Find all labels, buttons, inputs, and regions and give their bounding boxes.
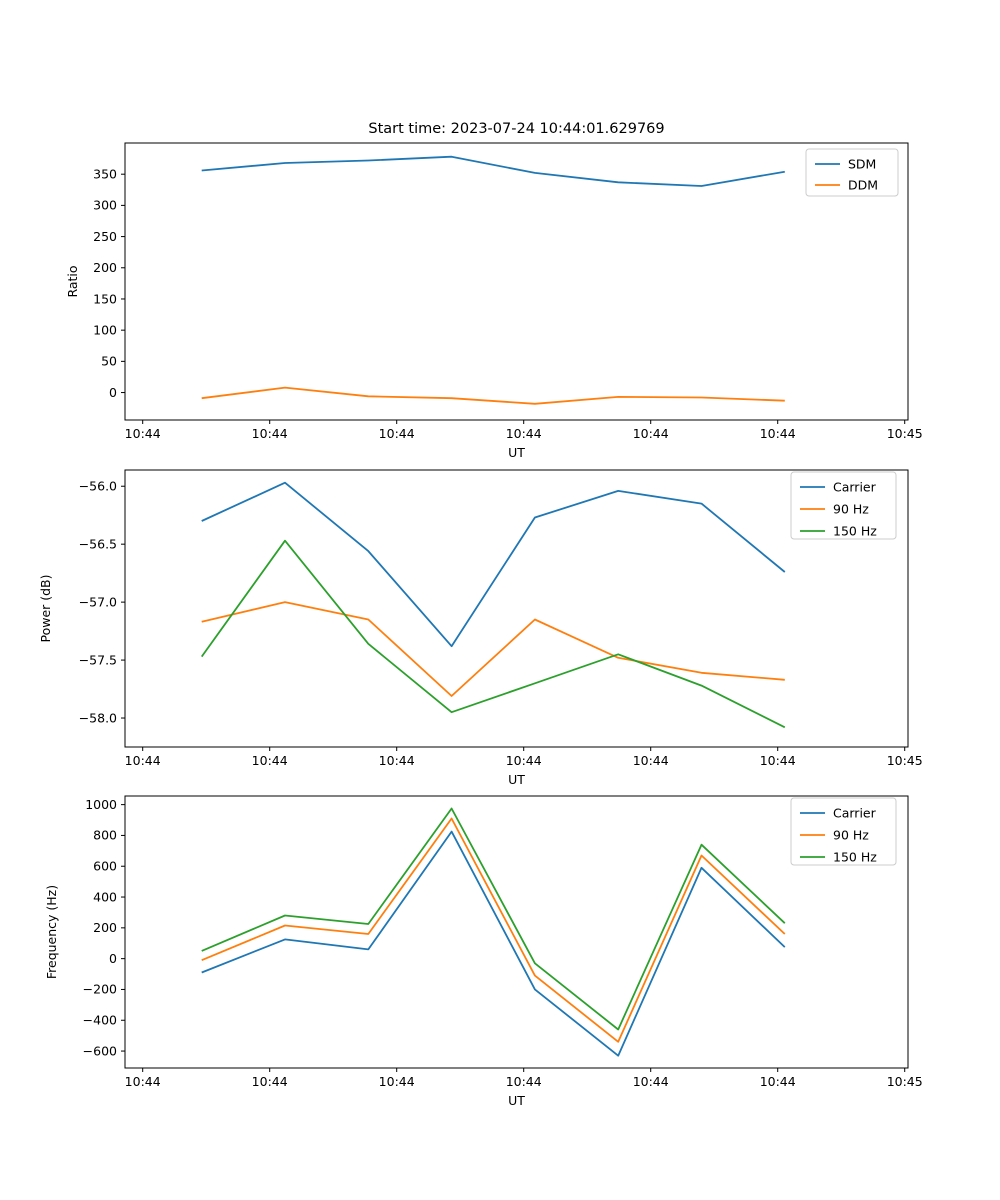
x-tick-label: 10:44	[125, 753, 161, 768]
y-tick-label: 600	[93, 859, 117, 874]
legend-label: 150 Hz	[833, 849, 877, 864]
legend: SDM DDM	[805, 148, 899, 197]
y-tick-label: 0	[109, 385, 117, 400]
y-tick-label: 50	[101, 354, 117, 369]
y-axis-label: Frequency (Hz)	[44, 885, 59, 979]
x-tick-label: 10:44	[379, 753, 415, 768]
x-tick-label: 10:44	[506, 426, 542, 441]
y-axis-label: Ratio	[65, 265, 80, 297]
x-tick-label: 10:44	[633, 426, 669, 441]
y-tick-label: 200	[93, 920, 117, 935]
x-tick-label: 10:44	[760, 1074, 796, 1089]
y-tick-label: 350	[93, 166, 117, 181]
y-tick-label: 800	[93, 828, 117, 843]
legend-label: DDM	[848, 177, 878, 192]
y-tick-label: −56.5	[79, 536, 117, 551]
y-tick-label: −58.0	[79, 710, 117, 725]
series-line-ddm	[201, 386, 785, 405]
legend-box	[790, 471, 897, 540]
y-tick-label: −400	[83, 1013, 117, 1028]
y-tick-label: −600	[83, 1043, 117, 1058]
series-line-sdm	[201, 155, 785, 187]
y-axis-label: Power (dB)	[38, 574, 53, 642]
series-line-150-hz	[201, 807, 786, 1031]
series-line-90-hz	[201, 601, 785, 697]
legend-label: 90 Hz	[833, 501, 869, 516]
legend-label: 150 Hz	[833, 523, 877, 538]
y-tick-label: −57.0	[79, 594, 117, 609]
x-tick-label: 10:45	[887, 753, 923, 768]
axes-spines	[124, 142, 909, 421]
x-axis-label: UT	[508, 1093, 525, 1108]
x-tick-label: 10:44	[379, 426, 415, 441]
legend-box	[790, 797, 897, 866]
subplot-3: −600 −400 −200 0 200 400 600 800 1000 10:44 10:44 1…	[44, 795, 923, 1108]
y-tick-label: 150	[93, 291, 117, 306]
y-tick-label: −200	[83, 982, 117, 997]
series-line-150-hz	[200, 539, 786, 729]
x-tick-label: 10:44	[506, 1074, 542, 1089]
y-tick-label: 300	[93, 198, 117, 213]
x-tick-label: 10:44	[125, 426, 161, 441]
x-tick-label: 10:44	[379, 1074, 415, 1089]
y-tick-label: −57.5	[79, 652, 117, 667]
y-tick-label: 1000	[85, 797, 117, 812]
series-line-90-hz	[201, 817, 786, 1043]
x-axis-label: UT	[508, 772, 525, 787]
figure-title: Start time: 2023-07-24 10:44:01.629769	[368, 121, 665, 137]
legend: Carrier 90 Hz 150 Hz	[790, 471, 897, 540]
y-tick-label: 0	[109, 951, 117, 966]
subplot-1: 0 50 100 150 200 250 300 350 10:44 10:44 10:44 10:4…	[65, 142, 923, 460]
y-tick-label: 100	[93, 322, 117, 337]
x-tick-label: 10:45	[887, 1074, 923, 1089]
x-tick-label: 10:45	[887, 426, 923, 441]
x-tick-label: 10:44	[252, 753, 288, 768]
x-tick-label: 10:44	[633, 753, 669, 768]
y-tick-label: 250	[93, 229, 117, 244]
x-tick-label: 10:44	[760, 426, 796, 441]
series-line-carrier	[201, 830, 786, 1057]
series-line-carrier	[201, 481, 786, 648]
x-axis-label: UT	[508, 445, 525, 460]
subplot-2: −58.0 −57.5 −57.0 −56.5 −56.0 10:44 10:44 10:44…	[38, 469, 923, 787]
y-tick-label: 400	[93, 889, 117, 904]
y-tick-label: −56.0	[79, 479, 117, 494]
y-tick-label: 200	[93, 260, 117, 275]
legend: Carrier 90 Hz 150 Hz	[790, 797, 897, 866]
axes-spines	[124, 795, 909, 1069]
legend-label: Carrier	[833, 805, 877, 820]
x-tick-label: 10:44	[252, 426, 288, 441]
legend-label: 90 Hz	[833, 827, 869, 842]
legend-label: Carrier	[833, 479, 877, 494]
x-tick-label: 10:44	[760, 753, 796, 768]
x-tick-label: 10:44	[252, 1074, 288, 1089]
x-tick-label: 10:44	[125, 1074, 161, 1089]
x-tick-label: 10:44	[506, 753, 542, 768]
legend-label: SDM	[848, 156, 876, 171]
x-tick-label: 10:44	[633, 1074, 669, 1089]
